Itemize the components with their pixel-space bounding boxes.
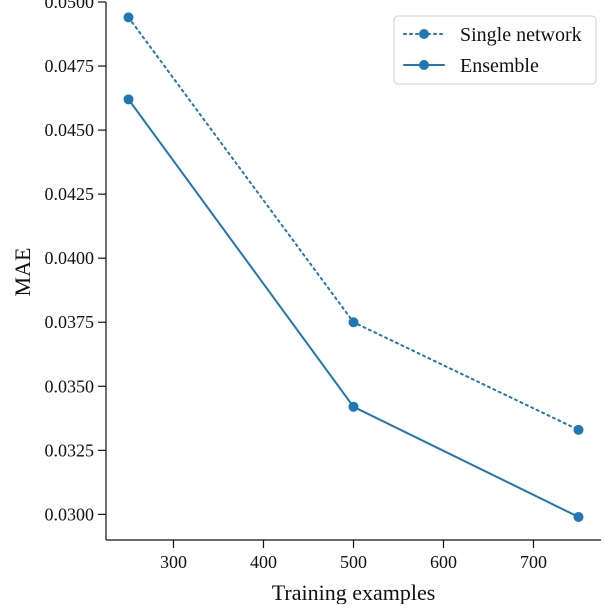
point-ensemble — [123, 94, 134, 105]
y-tick-label: 0.0425 — [45, 184, 95, 204]
x-axis-ticks: 300 400 500 600 700 — [160, 540, 547, 572]
y-tick-label: 0.0350 — [45, 376, 95, 396]
legend-marker-ensemble — [419, 60, 429, 70]
plot-area: 0.0300 0.0325 0.0350 0.0375 0.0400 0.0425 0.04… — [45, 0, 601, 572]
point-single-network — [573, 424, 584, 435]
x-axis-label: Training examples — [272, 580, 436, 604]
legend-marker-single-network — [419, 29, 429, 39]
x-tick-label: 300 — [160, 552, 187, 572]
x-tick-label: 400 — [250, 552, 277, 572]
x-tick-label: 700 — [520, 552, 547, 572]
series-line-ensemble — [127, 98, 580, 518]
point-ensemble — [348, 401, 359, 412]
legend-label-single-network: Single network — [460, 24, 582, 46]
legend-box — [393, 15, 597, 85]
y-axis-label: MAE — [10, 248, 35, 297]
y-tick-label: 0.0400 — [45, 248, 95, 268]
y-tick-label: 0.0450 — [45, 120, 95, 140]
x-tick-label: 500 — [340, 552, 367, 572]
legend: Single network Ensemble — [393, 15, 597, 85]
point-single-network — [123, 12, 134, 23]
y-tick-label: 0.0500 — [45, 0, 95, 12]
y-tick-label: 0.0375 — [45, 312, 95, 332]
point-single-network — [348, 317, 359, 328]
y-tick-label: 0.0475 — [45, 56, 95, 76]
y-tick-label: 0.0325 — [45, 440, 95, 460]
y-tick-label: 0.0300 — [45, 504, 95, 524]
y-axis-ticks: 0.0300 0.0325 0.0350 0.0375 0.0400 0.0425 0.04… — [45, 0, 106, 524]
legend-label-ensemble: Ensemble — [460, 55, 539, 77]
point-ensemble — [573, 511, 584, 522]
series-layer — [123, 12, 584, 522]
x-tick-label: 600 — [430, 552, 457, 572]
